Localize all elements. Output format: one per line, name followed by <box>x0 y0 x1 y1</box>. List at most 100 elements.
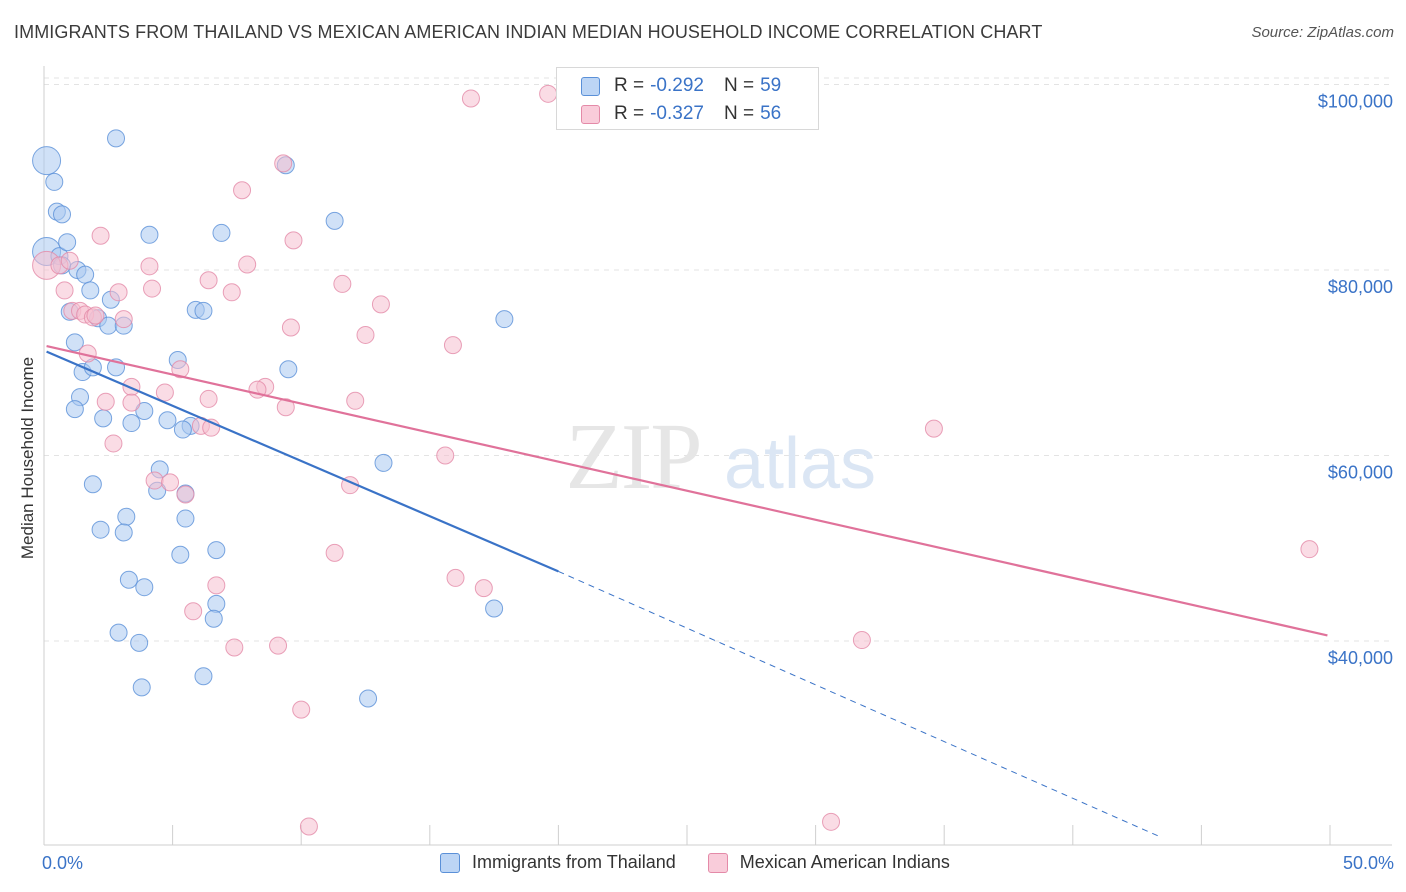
data-point <box>176 509 195 528</box>
data-point <box>65 400 84 419</box>
data-point <box>117 507 136 526</box>
data-point <box>346 391 365 410</box>
data-point <box>1300 540 1319 559</box>
chart-title: IMMIGRANTS FROM THAILAND VS MEXICAN AMER… <box>14 22 1043 42</box>
data-point <box>114 523 133 542</box>
data-point <box>356 325 375 344</box>
data-point <box>325 543 344 562</box>
data-point <box>158 411 177 430</box>
data-point <box>104 434 123 453</box>
legend-n-label: N = <box>723 75 755 96</box>
watermark-zip: ZIP <box>566 405 701 509</box>
data-point <box>58 233 77 252</box>
data-point <box>333 274 352 293</box>
data-point <box>176 485 195 504</box>
data-point <box>207 576 226 595</box>
data-point <box>924 419 943 438</box>
data-point <box>284 231 303 250</box>
data-point <box>539 84 558 103</box>
data-point <box>173 420 192 439</box>
legend-swatch-blue <box>581 76 600 96</box>
y-axis-label: Median Household Income <box>18 356 37 560</box>
data-point <box>145 471 164 490</box>
data-point <box>122 414 141 433</box>
data-point <box>495 310 514 329</box>
data-point <box>371 295 390 314</box>
y-tick-label: $40,000 <box>1328 648 1393 668</box>
watermark: ZIP atlas <box>566 405 877 509</box>
series-thailand-points <box>32 129 514 708</box>
data-point <box>212 223 231 242</box>
data-point <box>852 631 871 650</box>
data-point <box>65 333 84 352</box>
y-tick-label: $80,000 <box>1328 277 1393 297</box>
x-tick-label-min: 0.0% <box>42 853 83 873</box>
legend-series-name: Mexican American Indians <box>739 852 950 872</box>
data-point <box>60 251 79 270</box>
data-point <box>171 360 190 379</box>
data-point <box>81 281 100 300</box>
data-point <box>199 389 218 408</box>
data-point <box>86 306 105 325</box>
data-point <box>76 265 95 284</box>
legend-r-value: -0.327 <box>650 103 704 124</box>
data-point <box>91 520 110 539</box>
data-point <box>461 89 480 108</box>
data-point <box>207 594 226 613</box>
x-tick-label-max: 50.0% <box>1343 853 1394 873</box>
data-point <box>161 473 180 492</box>
data-point <box>325 211 344 230</box>
data-point <box>171 545 190 564</box>
data-point <box>474 579 493 598</box>
stats-legend: R = -0.292 N = 59 R = -0.327 N = 56 <box>556 67 819 130</box>
data-point <box>194 667 213 686</box>
data-point <box>269 636 288 655</box>
legend-swatch-pink <box>707 852 728 873</box>
data-point <box>233 181 252 200</box>
data-point <box>279 360 298 379</box>
data-point <box>184 602 203 621</box>
data-point <box>299 817 318 836</box>
legend-n-value: 56 <box>760 103 782 124</box>
trend-line-thailand <box>46 350 559 573</box>
legend-row-mexican-american-indian: R = -0.327 N = 56 <box>581 102 781 126</box>
trend-line-mexican-american-indian <box>46 344 1328 637</box>
data-point <box>155 383 174 402</box>
data-point <box>225 638 244 657</box>
trend-line-thailand-extension <box>558 570 1158 837</box>
data-point <box>276 398 295 417</box>
legend-item-mexican-american-indian: Mexican American Indians <box>707 852 950 873</box>
tick-labels: $40,000 $60,000 $80,000 $100,000 0.0% 50.0% <box>42 92 1394 873</box>
data-point <box>238 255 257 274</box>
data-point <box>83 475 102 494</box>
data-point <box>443 336 462 355</box>
data-point <box>207 541 226 560</box>
data-point <box>130 633 149 652</box>
source-credit: Source: ZipAtlas.com <box>1251 24 1394 41</box>
data-point <box>274 154 293 173</box>
data-point <box>96 392 115 411</box>
legend-r-value: -0.292 <box>650 75 704 96</box>
legend-swatch-blue <box>440 852 460 873</box>
data-point <box>122 393 141 412</box>
legend-series-name: Immigrants from Thailand <box>472 852 676 872</box>
data-point <box>292 700 311 719</box>
data-point <box>485 599 504 618</box>
data-point <box>53 205 72 224</box>
gridlines <box>44 77 1392 642</box>
data-point <box>204 609 223 628</box>
legend-swatch-pink <box>581 104 600 124</box>
data-point <box>107 129 126 148</box>
legend-r-label: R = <box>614 103 645 124</box>
data-point <box>32 146 62 176</box>
data-point <box>122 377 141 396</box>
data-point <box>132 678 151 697</box>
axes <box>43 66 1392 846</box>
data-point <box>114 310 133 329</box>
legend-r-label: R = <box>614 75 645 96</box>
legend-row-thailand: R = -0.292 N = 59 <box>581 74 781 98</box>
data-point <box>281 318 300 337</box>
series-mexican-american-indian-points <box>32 84 1319 836</box>
data-point <box>55 281 74 300</box>
